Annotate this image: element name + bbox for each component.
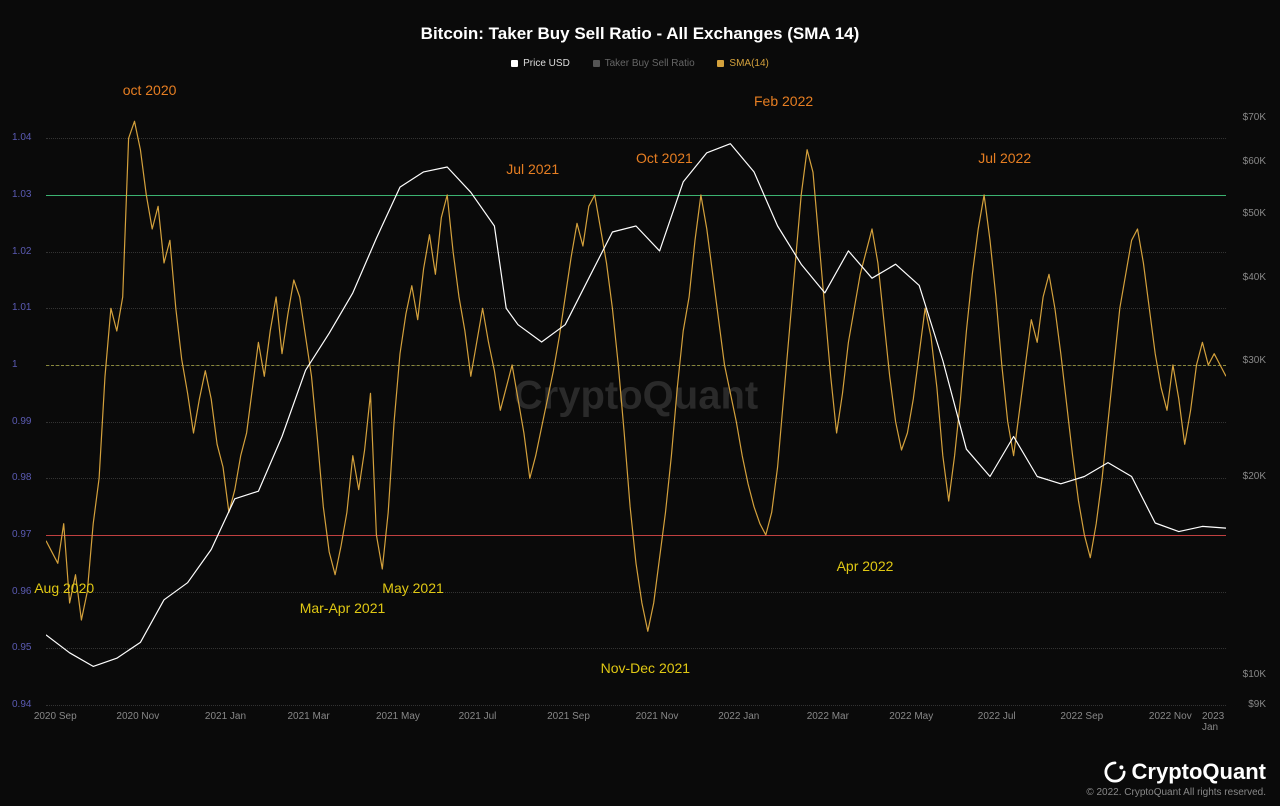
annotation-label: Nov-Dec 2021 bbox=[601, 660, 691, 676]
y-left-tick: 1.01 bbox=[12, 302, 31, 313]
annotation-label: oct 2020 bbox=[123, 82, 177, 98]
x-tick: 2023 Jan bbox=[1202, 711, 1226, 733]
annotation-label: Aug 2020 bbox=[34, 580, 94, 596]
y-left-tick: 0.97 bbox=[12, 529, 31, 540]
annotation-label: Oct 2021 bbox=[636, 150, 693, 166]
annotation-label: Feb 2022 bbox=[754, 93, 813, 109]
y-right-tick: $60K bbox=[1243, 156, 1266, 167]
y-left-tick: 1.03 bbox=[12, 189, 31, 200]
y-left-tick: 0.98 bbox=[12, 472, 31, 483]
legend: Price USD Taker Buy Sell Ratio SMA(14) bbox=[0, 58, 1280, 70]
y-right-tick: $70K bbox=[1243, 112, 1266, 123]
annotation-label: Mar-Apr 2021 bbox=[300, 600, 386, 616]
annotation-label: Jul 2022 bbox=[978, 150, 1031, 166]
y-right-tick: $20K bbox=[1243, 471, 1266, 482]
legend-dot-icon bbox=[511, 60, 518, 67]
y-left-tick: 0.99 bbox=[12, 416, 31, 427]
brand-logo-icon bbox=[1104, 761, 1126, 783]
x-tick: 2021 Mar bbox=[288, 711, 330, 722]
y-right-tick: $40K bbox=[1243, 272, 1266, 283]
y-left-tick: 0.94 bbox=[12, 699, 31, 710]
x-tick: 2021 May bbox=[376, 711, 420, 722]
brand-text: CryptoQuant bbox=[1132, 759, 1266, 785]
chart-title: Bitcoin: Taker Buy Sell Ratio - All Exch… bbox=[0, 0, 1280, 44]
x-tick: 2021 Jul bbox=[459, 711, 497, 722]
legend-dot-icon bbox=[717, 60, 724, 67]
legend-label: Price USD bbox=[523, 58, 570, 69]
chart-plot-area[interactable]: CryptoQuant 0.940.950.960.970.980.9911.0… bbox=[46, 110, 1226, 705]
plot-svg bbox=[46, 110, 1226, 705]
x-tick: 2022 Jul bbox=[978, 711, 1016, 722]
x-tick: 2020 Nov bbox=[116, 711, 159, 722]
y-left-tick: 1 bbox=[12, 359, 18, 370]
x-tick: 2022 Mar bbox=[807, 711, 849, 722]
y-left-tick: 1.02 bbox=[12, 246, 31, 257]
legend-label: Taker Buy Sell Ratio bbox=[605, 58, 695, 69]
x-tick: 2022 Sep bbox=[1060, 711, 1103, 722]
annotation-label: May 2021 bbox=[382, 580, 443, 596]
y-left-tick: 1.04 bbox=[12, 132, 31, 143]
x-tick: 2020 Sep bbox=[34, 711, 77, 722]
x-tick: 2022 Nov bbox=[1149, 711, 1192, 722]
footer: CryptoQuant © 2022. CryptoQuant All righ… bbox=[1086, 759, 1266, 798]
y-right-tick: $30K bbox=[1243, 355, 1266, 366]
y-right-tick: $50K bbox=[1243, 208, 1266, 219]
x-tick: 2022 Jan bbox=[718, 711, 759, 722]
legend-item-price: Price USD bbox=[511, 58, 570, 69]
legend-item-sma: SMA(14) bbox=[717, 58, 768, 69]
legend-label: SMA(14) bbox=[729, 58, 768, 69]
x-tick: 2021 Nov bbox=[636, 711, 679, 722]
y-left-tick: 0.95 bbox=[12, 642, 31, 653]
y-right-tick: $10K bbox=[1243, 669, 1266, 680]
x-tick: 2021 Sep bbox=[547, 711, 590, 722]
copyright: © 2022. CryptoQuant All rights reserved. bbox=[1086, 787, 1266, 798]
annotation-label: Apr 2022 bbox=[837, 558, 894, 574]
x-tick: 2021 Jan bbox=[205, 711, 246, 722]
x-tick: 2022 May bbox=[889, 711, 933, 722]
legend-dot-icon bbox=[593, 60, 600, 67]
legend-item-ratio: Taker Buy Sell Ratio bbox=[593, 58, 695, 69]
brand: CryptoQuant bbox=[1086, 759, 1266, 785]
y-right-tick: $9K bbox=[1248, 699, 1266, 710]
annotation-label: Jul 2021 bbox=[506, 161, 559, 177]
y-left-tick: 0.96 bbox=[12, 586, 31, 597]
